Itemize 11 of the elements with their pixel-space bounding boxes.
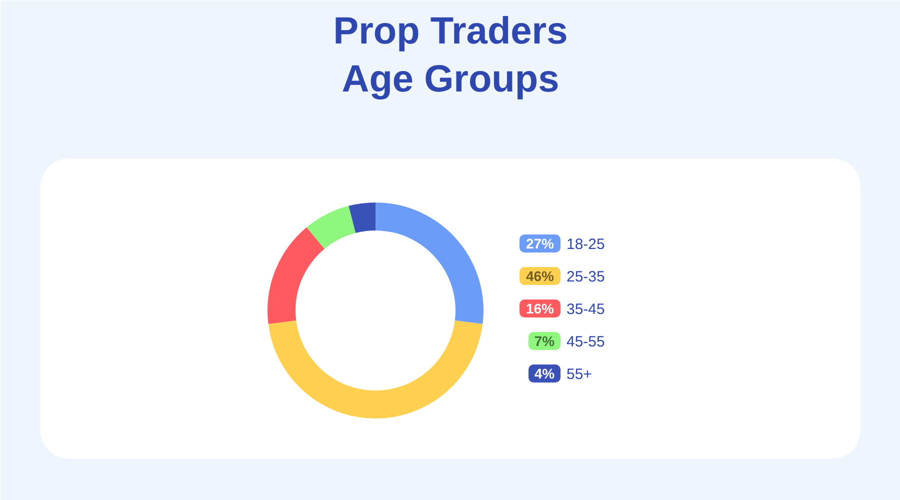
data-label: 46% <box>526 268 555 284</box>
legend-label: 25-35 <box>566 268 605 286</box>
chart-title: Prop Traders Age Groups <box>333 10 568 101</box>
data-label: 4% <box>534 366 556 382</box>
legend-label: 45-55 <box>566 334 605 350</box>
legend-label: 55+ <box>566 366 592 383</box>
data-label: 7% <box>534 333 556 349</box>
legend-label: 35-45 <box>566 301 605 318</box>
data-label: 16% <box>526 300 555 316</box>
data-label: 27% <box>526 236 555 252</box>
legend-label: 18-25 <box>566 236 605 253</box>
